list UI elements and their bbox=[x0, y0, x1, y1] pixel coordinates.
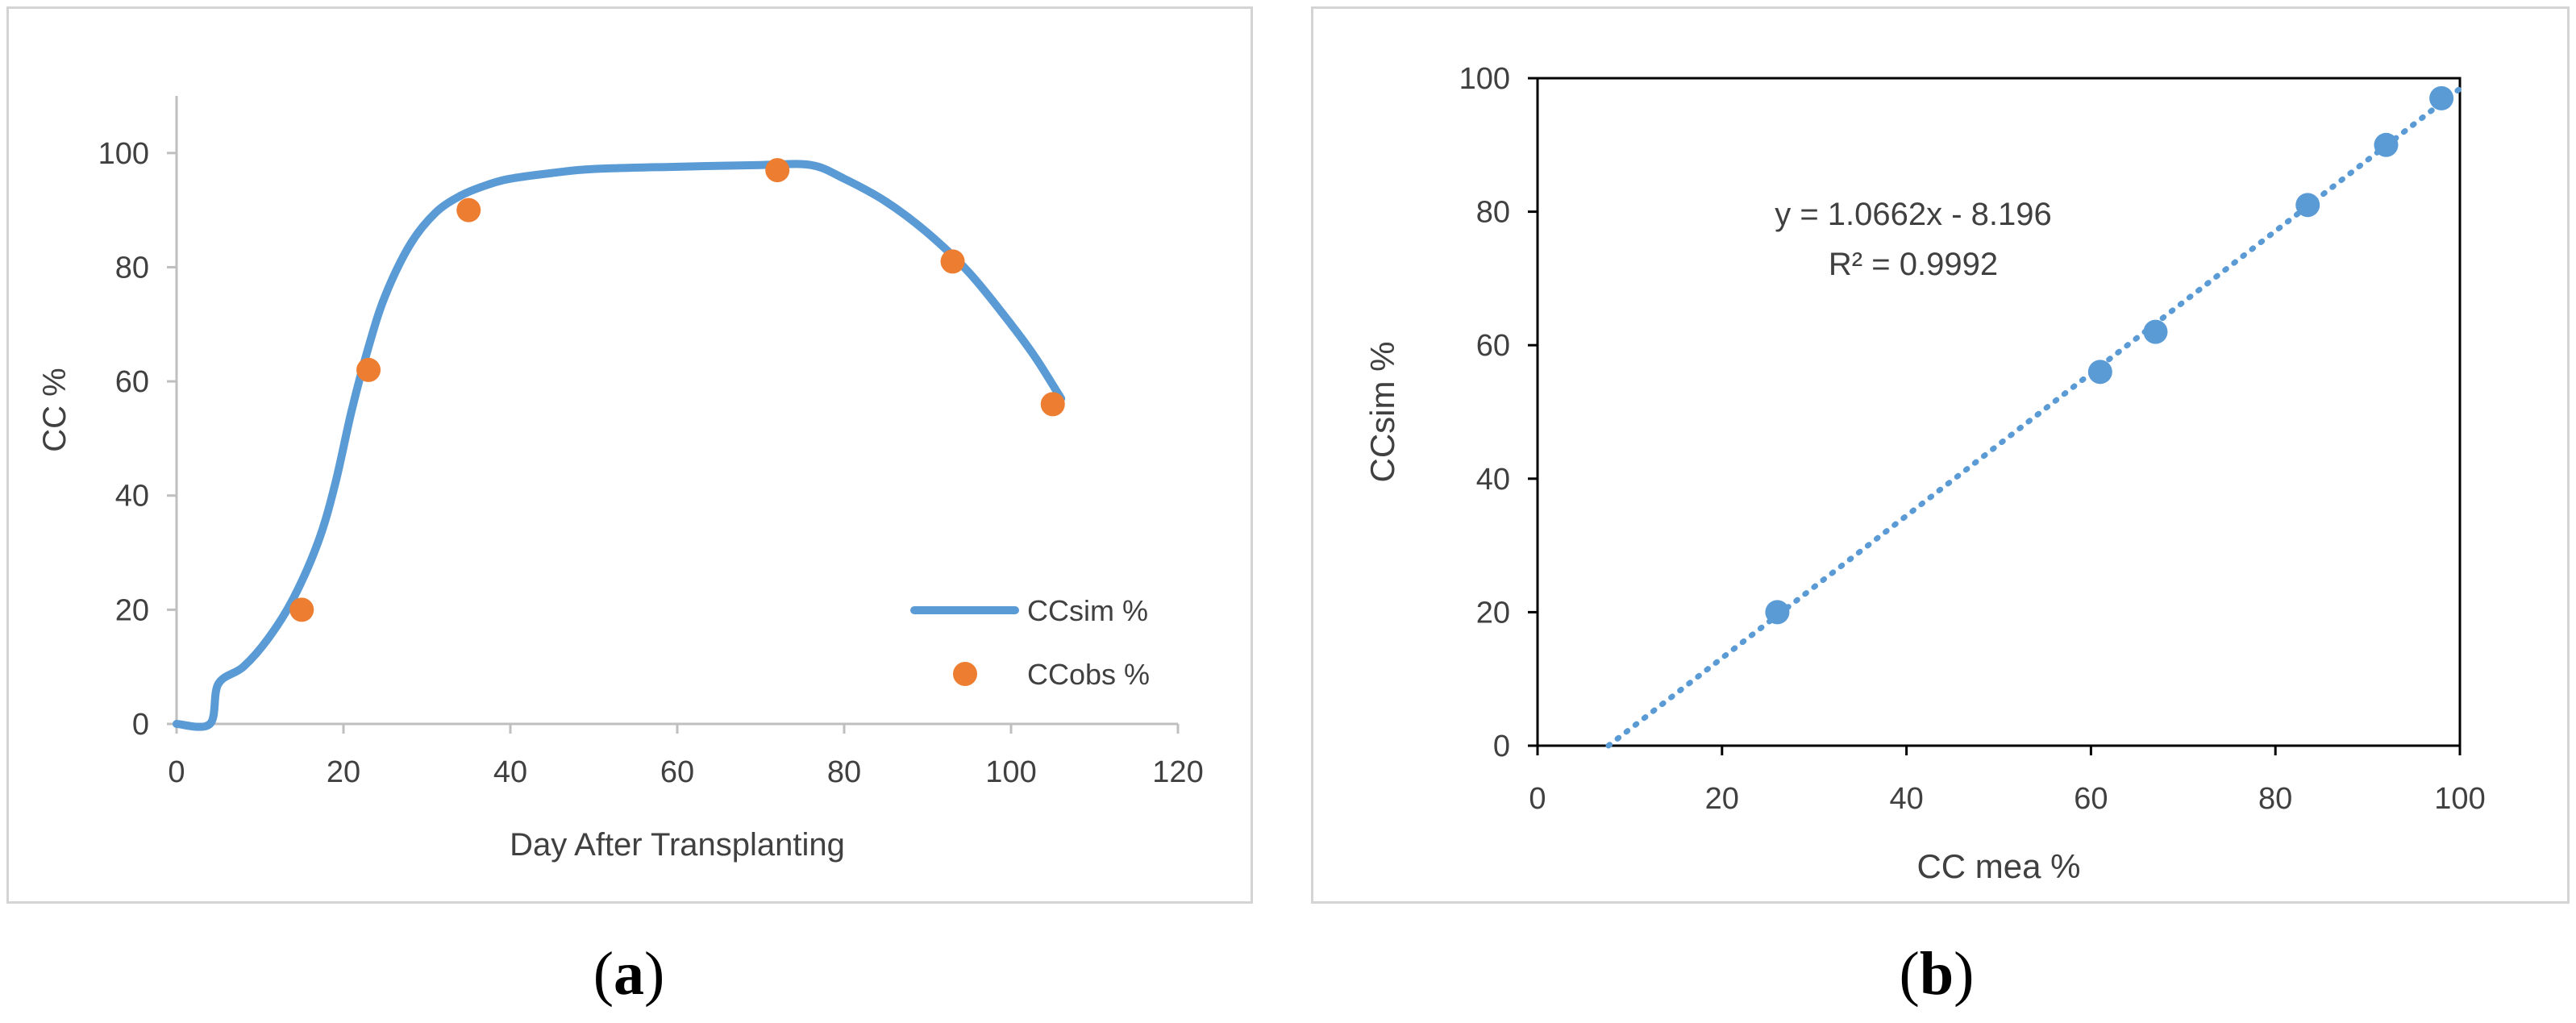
y-tick-label: 20 bbox=[1476, 596, 1510, 630]
x-tick-label: 20 bbox=[1705, 782, 1739, 816]
data-point bbox=[1765, 600, 1790, 625]
data-point bbox=[2295, 193, 2320, 218]
caption-a: (a) bbox=[593, 940, 665, 1008]
x-tick-label: 0 bbox=[1529, 782, 1546, 816]
x-tick-label: 80 bbox=[827, 755, 861, 789]
chart-panel-a: 0 20 40 60 80 100 120 0 20 40 60 80 100 Day After Tra… bbox=[6, 6, 1253, 904]
x-tick-label: 40 bbox=[493, 755, 527, 789]
legend-ccobs-label: CCobs % bbox=[1027, 658, 1150, 691]
x-tick-label: 0 bbox=[168, 755, 185, 789]
caption-b-label: b bbox=[1919, 940, 1954, 1008]
ccsim-line bbox=[173, 160, 1066, 731]
x-tick-label: 100 bbox=[2434, 782, 2485, 816]
x-axis-label: CC mea % bbox=[1916, 847, 2080, 885]
y-tick-label: 0 bbox=[132, 708, 149, 742]
legend-ccsim-label: CCsim % bbox=[1027, 594, 1148, 627]
trendline-equation: y = 1.0662x - 8.196 bbox=[1775, 197, 2052, 232]
x-tick-label: 20 bbox=[327, 755, 360, 789]
y-tick-label: 100 bbox=[98, 137, 149, 171]
x-tick-label: 60 bbox=[660, 755, 694, 789]
x-tick-label: 40 bbox=[1889, 782, 1923, 816]
caption-b: (b) bbox=[1899, 940, 1975, 1008]
ccobs-point bbox=[765, 158, 790, 183]
x-axis-label: Day After Transplanting bbox=[510, 827, 845, 863]
x-tick-label: 60 bbox=[2074, 782, 2108, 816]
chart-a-svg: 0 20 40 60 80 100 120 0 20 40 60 80 100 Day After Tra… bbox=[37, 96, 1204, 863]
data-point bbox=[2429, 85, 2454, 110]
ccobs-point bbox=[940, 249, 965, 274]
data-point bbox=[2374, 132, 2399, 157]
y-axis-label: CCsim % bbox=[1363, 342, 1401, 483]
y-tick-label: 80 bbox=[1476, 196, 1510, 230]
y-tick-label: 0 bbox=[1493, 730, 1510, 763]
x-tick-label: 120 bbox=[1152, 755, 1203, 789]
ccobs-point bbox=[1040, 392, 1065, 417]
ccobs-point bbox=[356, 357, 381, 382]
ccobs-point bbox=[289, 597, 314, 622]
x-tick-label: 80 bbox=[2258, 782, 2292, 816]
data-point bbox=[2143, 319, 2168, 344]
y-tick-label: 60 bbox=[1476, 329, 1510, 363]
legend-ccobs-swatch bbox=[953, 662, 977, 686]
y-tick-label: 80 bbox=[115, 251, 149, 285]
plot-frame bbox=[1536, 77, 2462, 747]
y-tick-label: 40 bbox=[115, 480, 149, 514]
y-axis-label: CC % bbox=[37, 368, 73, 451]
data-point bbox=[2087, 360, 2112, 385]
y-tick-label: 60 bbox=[115, 365, 149, 399]
y-tick-label: 20 bbox=[115, 593, 149, 627]
trendline bbox=[1605, 85, 2463, 749]
y-tick-label: 100 bbox=[1459, 62, 1510, 96]
y-tick-label: 40 bbox=[1476, 463, 1510, 497]
r-squared-label: R² = 0.9992 bbox=[1829, 247, 1998, 282]
chart-b-svg: 0 20 40 60 80 100 0 20 40 60 80 100 CC mea % CCsim % y… bbox=[1363, 62, 2486, 885]
caption-a-label: a bbox=[614, 940, 644, 1008]
chart-panel-b: 0 20 40 60 80 100 0 20 40 60 80 100 CC mea % CCsim % y… bbox=[1311, 6, 2570, 904]
x-tick-label: 100 bbox=[985, 755, 1036, 789]
ccobs-point bbox=[456, 198, 481, 222]
